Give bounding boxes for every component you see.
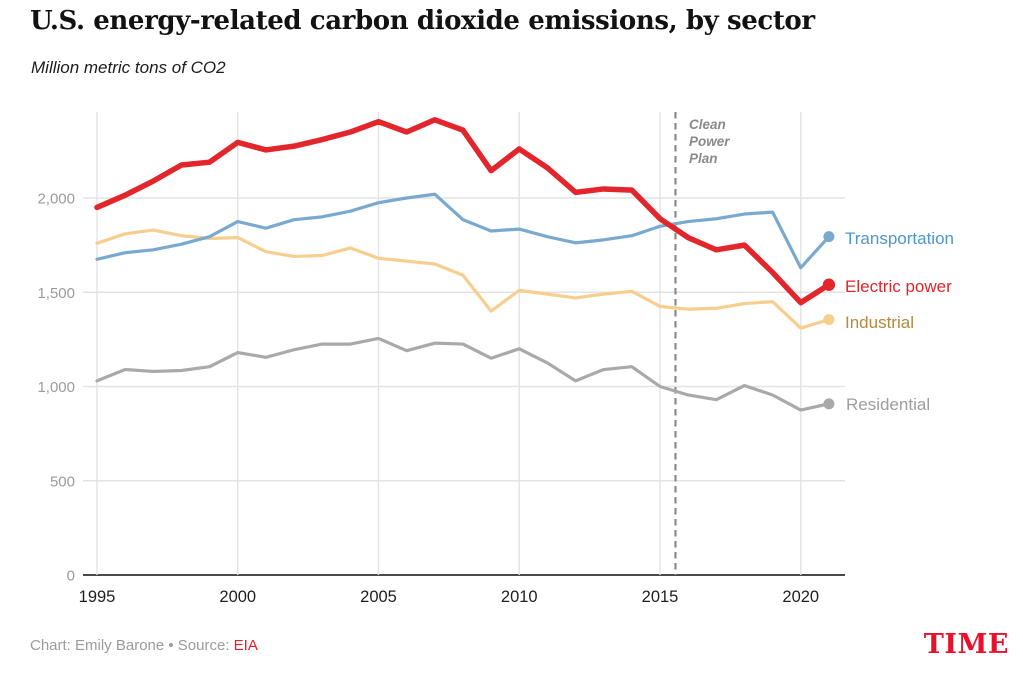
x-tick-label: 2005 [360,588,397,606]
annotation-line-1: Clean [689,117,726,132]
credit-text: Chart: Emily Barone • Source: [30,637,234,654]
series-line-transportation [95,192,831,270]
y-tick-label: 1,000 [37,379,75,396]
x-tick-label: 1995 [79,588,116,606]
series-endpoint-dot-electric-power [822,278,836,291]
series-label-residential: Residential [846,395,931,414]
series-endpoint-dot-industrial [823,314,835,326]
series-line-industrial [95,228,831,330]
series-line-electric-power [94,117,832,306]
y-tick-label: 0 [67,568,75,585]
series-endpoint-dot-transportation [823,231,835,243]
series-label-industrial: Industrial [845,313,914,332]
y-tick-label: 1,500 [37,285,75,302]
annotation-line-2: Power [689,134,730,149]
clean-power-plan-annotation: Clean Power Plan [689,116,730,167]
series-endpoint-dot-residential [823,398,835,410]
series-line-residential [95,336,831,412]
x-tick-label: 2020 [782,588,819,606]
y-tick-label: 2,000 [37,191,75,208]
x-tick-label: 2015 [642,588,679,606]
chart-credit: Chart: Emily Barone • Source: EIA [30,637,258,654]
page-title: U.S. energy-related carbon dioxide emiss… [30,6,815,36]
source-link-eia[interactable]: EIA [233,637,258,654]
x-tick-label: 2000 [219,588,256,606]
x-tick-label: 2010 [501,588,538,606]
y-tick-label: 500 [50,473,75,490]
chart-subtitle: Million metric tons of CO2 [31,58,226,77]
annotation-line-3: Plan [689,151,718,166]
series-label-electric-power: Electric power [845,277,952,296]
series-label-transportation: Transportation [845,229,954,248]
time-logo: TIME [923,629,1009,660]
